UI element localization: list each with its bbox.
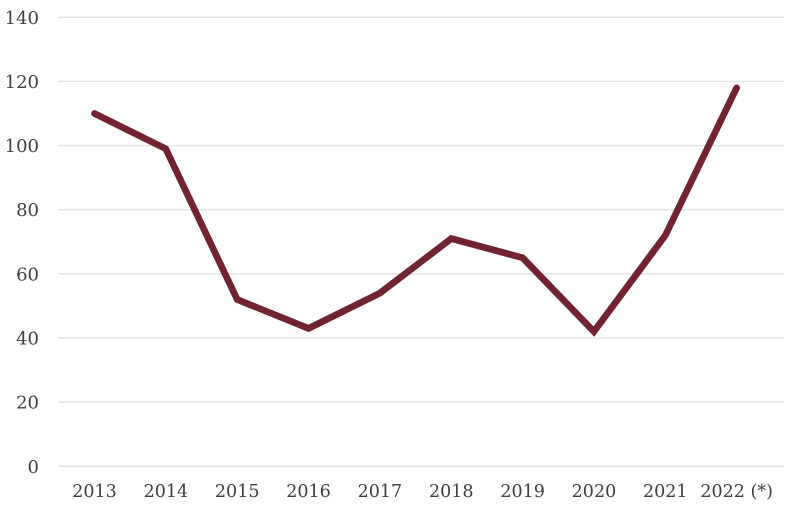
x-axis-tick-label: 2021 — [643, 482, 688, 502]
x-axis-tick-label: 2017 — [358, 482, 403, 502]
y-axis-tick-label: 0 — [28, 457, 39, 478]
y-axis-tick-label: 80 — [16, 200, 39, 221]
y-axis-tick-label: 60 — [16, 264, 39, 285]
y-axis-tick-label: 40 — [16, 329, 39, 350]
x-axis-tick-label: 2016 — [286, 482, 331, 502]
y-axis-tick-label: 120 — [5, 72, 39, 93]
y-axis-tick-label: 20 — [16, 393, 39, 414]
x-axis-tick-label: 2018 — [429, 482, 474, 502]
x-axis-tick-label: 2020 — [572, 482, 617, 502]
data-series-line — [91, 84, 740, 337]
x-axis-tick-label: 2022 (*) — [700, 482, 773, 502]
y-axis-tick-label: 140 — [5, 8, 39, 29]
y-axis-tick-label: 100 — [5, 136, 39, 157]
x-axis-tick-label: 2019 — [500, 482, 545, 502]
x-axis-tick-label: 2013 — [72, 482, 117, 502]
x-axis-tick-label: 2015 — [215, 482, 260, 502]
x-axis-tick-label: 2014 — [144, 482, 189, 502]
